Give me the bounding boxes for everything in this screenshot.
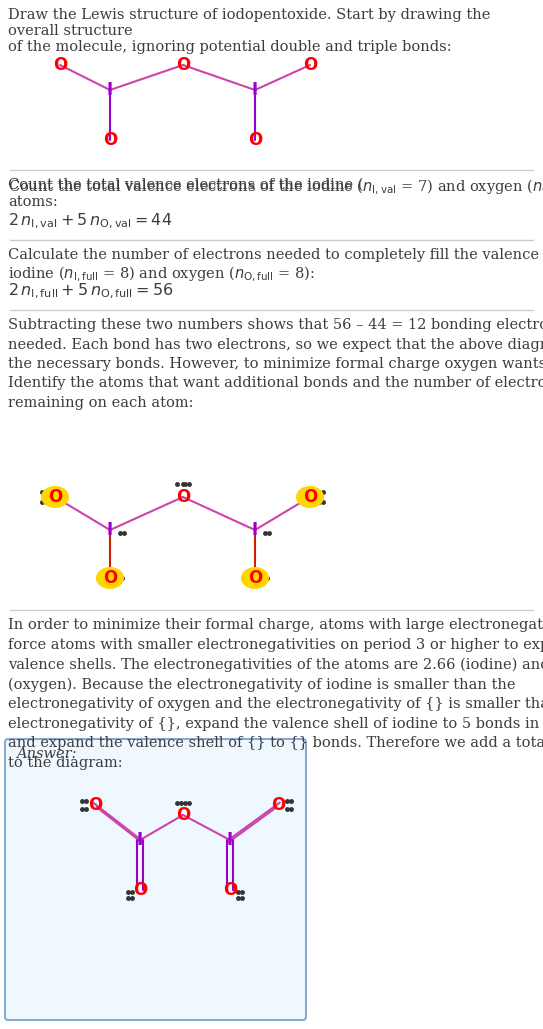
Text: I: I (107, 81, 113, 99)
Text: O: O (303, 488, 317, 506)
Ellipse shape (296, 486, 324, 508)
Text: Subtracting these two numbers shows that 56 – 44 = 12 bonding electrons are
need: Subtracting these two numbers shows that… (8, 318, 543, 410)
Text: O: O (133, 881, 147, 899)
Text: I: I (107, 521, 113, 539)
Text: $2\, n_{\mathrm{I,full}} + 5\, n_{\mathrm{O,full}} = 56$: $2\, n_{\mathrm{I,full}} + 5\, n_{\mathr… (8, 282, 173, 301)
Text: atoms:: atoms: (8, 196, 58, 209)
Text: O: O (176, 56, 190, 74)
Text: O: O (48, 488, 62, 506)
Text: Count the total valence electrons of the iodine (: Count the total valence electrons of the… (8, 178, 363, 192)
Text: Calculate the number of electrons needed to completely fill the valence shells f: Calculate the number of electrons needed… (8, 248, 543, 262)
Text: O: O (271, 796, 285, 814)
Text: O: O (248, 569, 262, 587)
Text: Answer:: Answer: (16, 747, 77, 761)
Text: I: I (252, 521, 258, 539)
Text: O: O (103, 569, 117, 587)
Text: iodine ($n_{\mathrm{I,full}}$ = 8) and oxygen ($n_{\mathrm{O,full}}$ = 8):: iodine ($n_{\mathrm{I,full}}$ = 8) and o… (8, 265, 315, 284)
Ellipse shape (241, 567, 269, 589)
FancyBboxPatch shape (5, 739, 306, 1020)
Text: Count the total valence electrons of the iodine ($n_{\mathrm{I,val}}$ = 7) and o: Count the total valence electrons of the… (8, 178, 543, 198)
Ellipse shape (41, 486, 69, 508)
Text: $2\, n_{\mathrm{I,val}} + 5\, n_{\mathrm{O,val}} = 44$: $2\, n_{\mathrm{I,val}} + 5\, n_{\mathrm… (8, 212, 172, 232)
Text: O: O (303, 56, 317, 74)
Text: In order to minimize their formal charge, atoms with large electronegativities c: In order to minimize their formal charge… (8, 618, 543, 770)
Text: O: O (103, 131, 117, 149)
Text: I: I (252, 81, 258, 99)
Text: Draw the Lewis structure of iodopentoxide. Start by drawing the overall structur: Draw the Lewis structure of iodopentoxid… (8, 8, 490, 55)
Text: O: O (176, 488, 190, 506)
Text: O: O (88, 796, 102, 814)
Text: O: O (248, 131, 262, 149)
Ellipse shape (96, 567, 124, 589)
Text: O: O (53, 56, 67, 74)
Text: I: I (227, 831, 233, 849)
Text: O: O (223, 881, 237, 899)
Text: O: O (176, 806, 190, 824)
Text: I: I (137, 831, 143, 849)
